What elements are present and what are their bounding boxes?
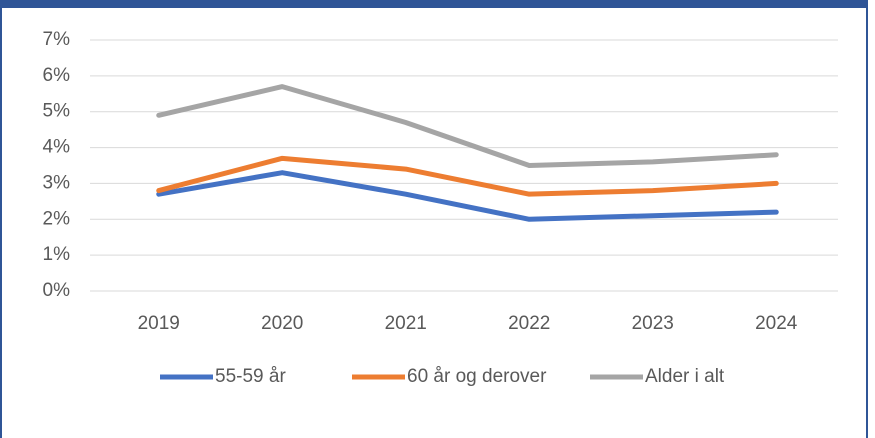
y-tick-label: 6% [43,65,71,86]
y-tick-label: 4% [43,137,71,158]
y-tick-label: 7% [43,29,71,50]
x-tick-label: 2022 [508,313,550,334]
x-tick-label: 2024 [755,313,798,334]
legend-label: 60 år og derover [407,366,547,387]
x-tick-label: 2020 [261,313,303,334]
y-tick-label: 1% [43,244,71,265]
y-tick-label: 0% [43,280,71,301]
top-band [0,0,868,8]
series-line [156,84,779,168]
series-line [156,155,779,197]
x-tick-label: 2019 [138,313,180,334]
y-tick-label: 3% [43,172,71,193]
y-tick-label: 2% [43,208,71,229]
right-border [866,0,868,438]
legend-label: Alder i alt [645,366,725,387]
legend-label: 55-59 år [215,366,286,387]
series-line [156,170,779,222]
x-tick-label: 2021 [385,313,427,334]
y-tick-label: 5% [43,101,71,122]
left-border [0,0,2,438]
x-tick-label: 2023 [632,313,674,334]
